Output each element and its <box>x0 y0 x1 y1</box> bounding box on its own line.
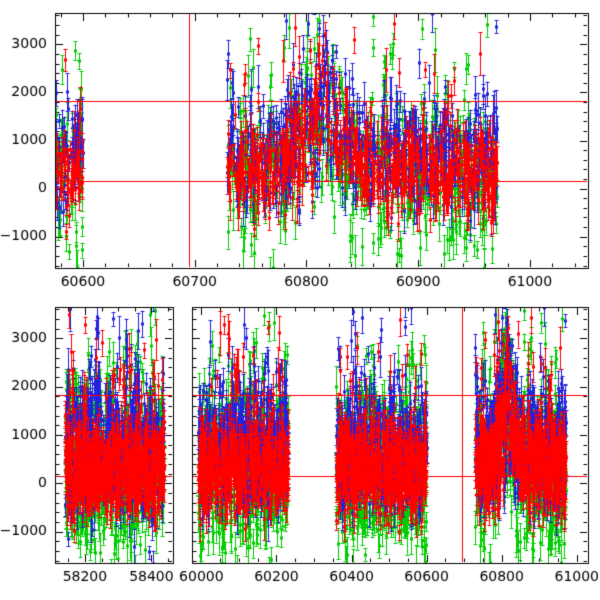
light-curve-figure <box>0 0 600 600</box>
light-curve-canvas <box>0 0 600 600</box>
